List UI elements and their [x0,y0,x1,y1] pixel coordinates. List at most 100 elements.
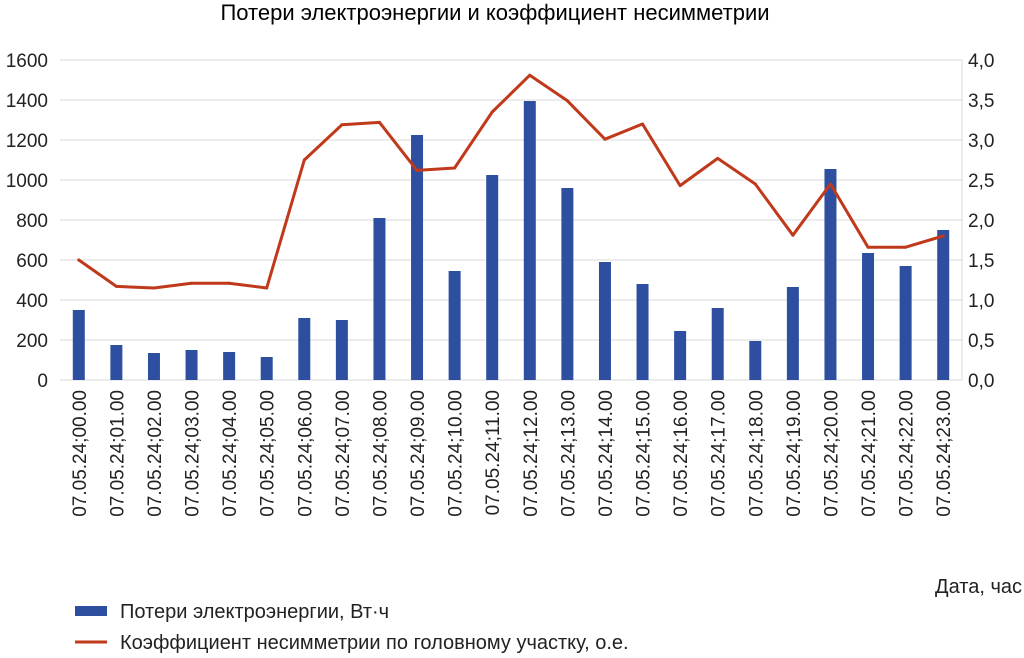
line-point [190,281,194,285]
x-tick-label: 07.05.24;21.00 [859,390,880,517]
line-point [716,156,720,160]
bar [223,352,236,380]
y-tick-label-left: 1400 [6,91,48,112]
line-point [603,137,607,141]
y-tick-label-left: 1200 [6,131,48,152]
x-tick-label: 07.05.24;03.00 [183,390,204,517]
bar [899,266,912,380]
y-tick-label-right: 2,5 [968,171,994,192]
y-tick-label-right: 4,0 [968,51,994,72]
y-tick-label-left: 1000 [6,171,48,192]
y-tick-label-right: 1,5 [968,251,994,272]
line-point [340,123,344,127]
x-tick-label: 07.05.24;04.00 [220,390,241,517]
bar [373,218,386,380]
x-tick-label: 07.05.24;17.00 [709,390,730,517]
line-point [490,110,494,114]
line-point [377,120,381,124]
bar [749,341,762,380]
bar [711,308,724,380]
x-tick-label: 07.05.24;05.00 [258,390,279,517]
line-point [904,245,908,249]
line-point [302,158,306,162]
line-point [265,286,269,290]
x-tick-label: 07.05.24;08.00 [370,390,391,517]
bar [72,310,85,380]
legend-bar-swatch [75,606,107,616]
x-tick-label: 07.05.24;18.00 [746,390,767,517]
line-point [941,234,945,238]
bar [260,357,273,380]
y-tick-label-left: 800 [16,211,48,232]
line-point [227,281,231,285]
bar [411,135,424,380]
bar [147,353,160,380]
legend-line-label: Коэффициент несимметрии по головному уча… [120,632,629,654]
x-tick-label: 07.05.24;22.00 [897,390,918,517]
x-tick-label: 07.05.24;07.00 [333,390,354,517]
bar [335,320,348,380]
x-tick-label: 07.05.24;00.00 [70,390,91,517]
bar [185,350,198,380]
chart-title: Потери электроэнергии и коэффициент неси… [220,0,769,25]
line-point [565,99,569,103]
legend: Потери электроэнергии, Вт·ч Коэффициент … [75,601,629,654]
bar [110,345,123,380]
x-tick-label: 07.05.24;20.00 [821,390,842,517]
x-tick-label: 07.05.24;01.00 [107,390,128,517]
x-tick-label: 07.05.24;16.00 [671,390,692,517]
bar [486,175,499,380]
line-point [114,284,118,288]
y-tick-label-left: 400 [16,291,48,312]
bar [674,331,687,380]
x-axis-title: Дата, час [935,576,1022,598]
y-tick-label-left: 1600 [6,51,48,72]
line-point [678,184,682,188]
y-axis-right: 0,0 0,5 1,0 1,5 2,0 2,5 3,0 3,5 4,0 [968,51,994,392]
x-tick-label: 07.05.24;06.00 [295,390,316,517]
y-tick-label-right: 3,0 [968,131,994,152]
line-point [753,182,757,186]
y-tick-label-left: 200 [16,331,48,352]
line-point [528,73,532,77]
line-point [641,122,645,126]
legend-bar-label: Потери электроэнергии, Вт·ч [120,601,389,623]
x-tick-label: 07.05.24;12.00 [521,390,542,517]
y-tick-label-right: 2,0 [968,211,994,232]
line-point [791,233,795,237]
y-tick-label-right: 0,0 [968,371,994,392]
bar [862,253,875,380]
y-tick-label-right: 0,5 [968,331,994,352]
y-tick-label-left: 600 [16,251,48,272]
line-path [77,73,945,290]
bar [636,284,649,380]
line-series [77,73,945,290]
x-tick-label: 07.05.24;13.00 [558,390,579,517]
x-tick-label: 07.05.24;15.00 [634,390,655,517]
gridlines [60,59,963,381]
x-tick-label: 07.05.24;02.00 [145,390,166,517]
line-point [866,245,870,249]
line-point [152,286,156,290]
y-tick-label-right: 1,0 [968,291,994,312]
line-point [828,182,832,186]
x-axis: 07.05.24;00.00 07.05.24;01.00 07.05.24;02.… [70,390,955,517]
x-tick-label: 07.05.24;10.00 [446,390,467,517]
bar [448,271,461,380]
bar-series [72,101,950,380]
x-tick-label: 07.05.24;14.00 [596,390,617,517]
bar [561,188,574,380]
x-tick-label: 07.05.24;11.00 [483,390,504,515]
bar [598,262,611,380]
line-point [415,168,419,172]
line-point [453,166,457,170]
x-tick-label: 07.05.24;23.00 [934,390,955,517]
x-tick-label: 07.05.24;09.00 [408,390,429,517]
y-tick-label-left: 0 [37,371,48,392]
line-point [77,258,81,262]
bar [824,169,837,380]
y-tick-label-right: 3,5 [968,91,994,112]
bar [937,230,950,380]
bar [523,101,536,380]
